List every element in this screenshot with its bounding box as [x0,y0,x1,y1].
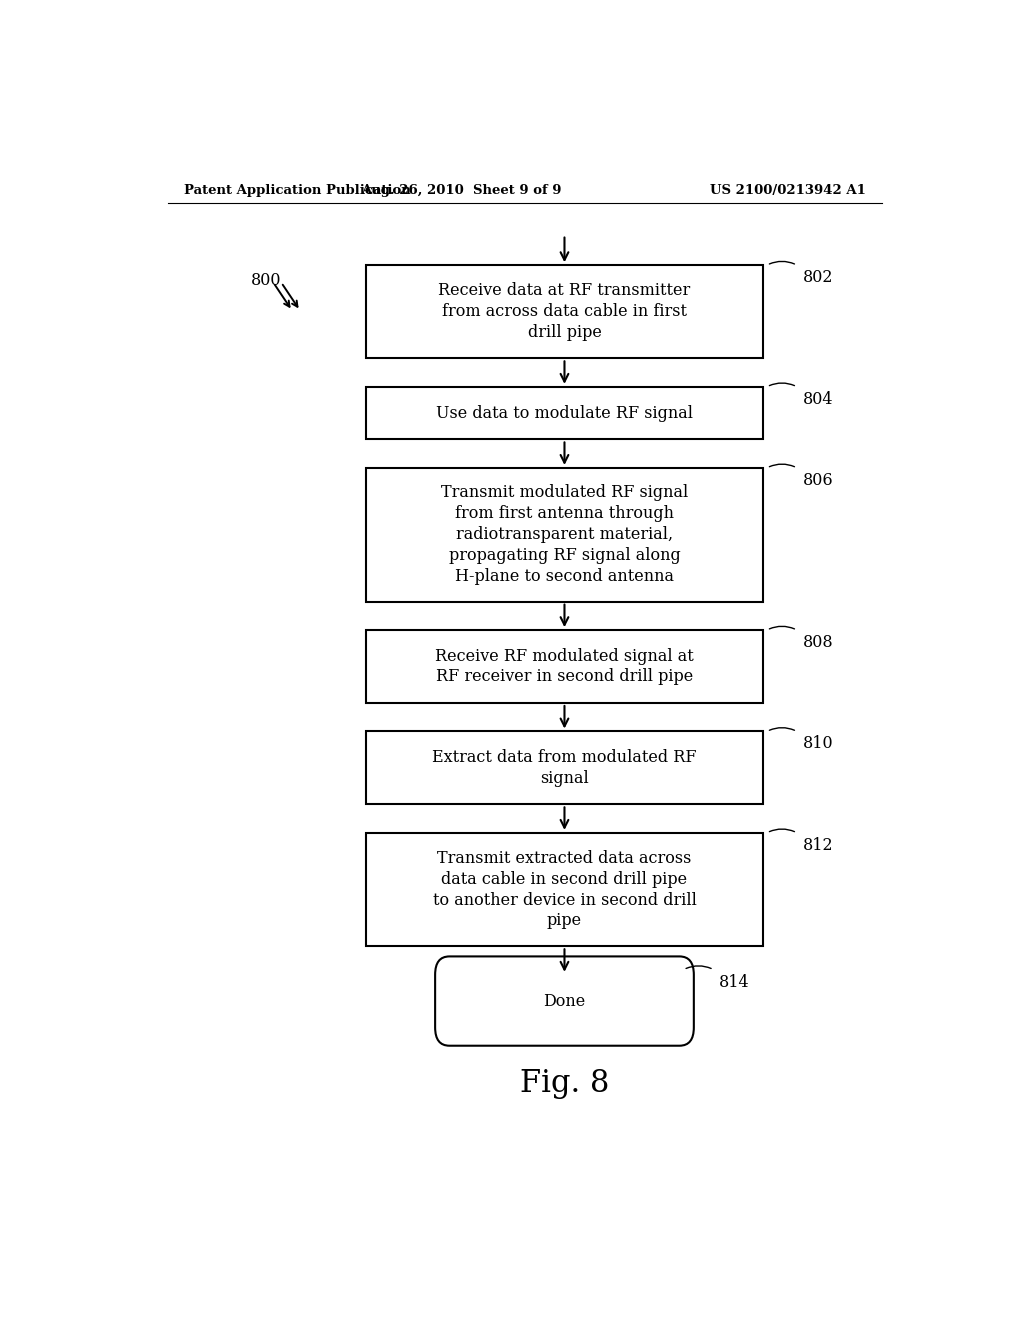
Text: Extract data from modulated RF
signal: Extract data from modulated RF signal [432,748,696,787]
FancyBboxPatch shape [367,265,763,359]
FancyBboxPatch shape [367,387,763,440]
FancyBboxPatch shape [367,833,763,946]
FancyBboxPatch shape [435,957,694,1045]
Text: US 2100/0213942 A1: US 2100/0213942 A1 [711,185,866,198]
FancyBboxPatch shape [367,731,763,804]
FancyBboxPatch shape [367,467,763,602]
Text: Receive RF modulated signal at
RF receiver in second drill pipe: Receive RF modulated signal at RF receiv… [435,648,694,685]
Text: 802: 802 [803,269,834,286]
Text: 812: 812 [803,837,834,854]
Text: 810: 810 [803,735,834,752]
Text: 808: 808 [803,634,834,651]
Text: 814: 814 [719,974,750,991]
Text: Transmit modulated RF signal
from first antenna through
radiotransparent materia: Transmit modulated RF signal from first … [441,484,688,585]
Text: Patent Application Publication: Patent Application Publication [183,185,411,198]
Text: Transmit extracted data across
data cable in second drill pipe
to another device: Transmit extracted data across data cabl… [432,850,696,929]
Text: Use data to modulate RF signal: Use data to modulate RF signal [436,405,693,421]
Text: Done: Done [544,993,586,1010]
Text: Aug. 26, 2010  Sheet 9 of 9: Aug. 26, 2010 Sheet 9 of 9 [361,185,561,198]
FancyBboxPatch shape [367,630,763,704]
Text: 806: 806 [803,473,834,488]
Text: 800: 800 [251,272,282,289]
Text: Receive data at RF transmitter
from across data cable in first
drill pipe: Receive data at RF transmitter from acro… [438,282,690,341]
Text: Fig. 8: Fig. 8 [520,1068,609,1098]
Text: 804: 804 [803,391,834,408]
